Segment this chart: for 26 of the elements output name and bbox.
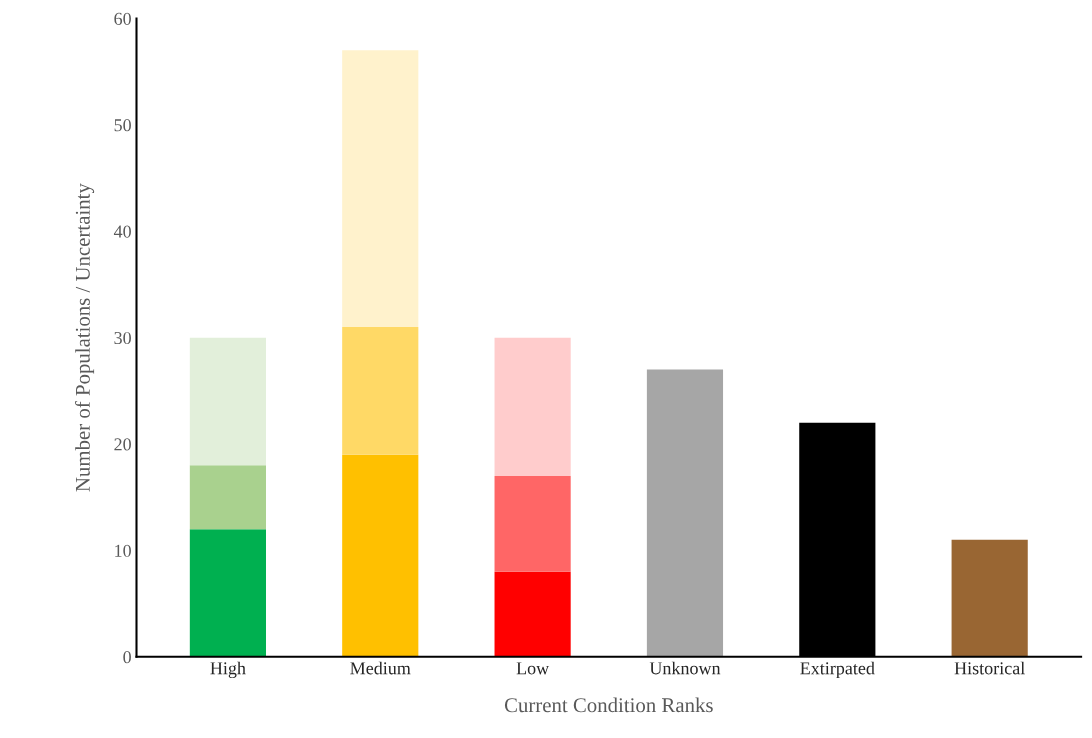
bar bbox=[342, 50, 419, 327]
bar bbox=[342, 454, 419, 657]
y-tick-label: 30 bbox=[114, 331, 131, 345]
x-tick-label: Medium bbox=[350, 661, 411, 675]
bar bbox=[951, 539, 1028, 657]
y-tick-label: 60 bbox=[114, 12, 131, 25]
bar bbox=[646, 369, 724, 657]
y-tick-label: 20 bbox=[114, 438, 131, 451]
bar bbox=[494, 571, 571, 657]
bar bbox=[189, 337, 266, 466]
y-tick-label: 10 bbox=[115, 544, 131, 557]
bar bbox=[494, 337, 571, 476]
bar bbox=[189, 529, 266, 657]
bar bbox=[494, 475, 571, 572]
y-tick-label: 50 bbox=[114, 119, 131, 132]
x-tick-label: High bbox=[210, 661, 246, 679]
y-tick-label: 0 bbox=[123, 651, 131, 664]
y-tick-label: 40 bbox=[113, 225, 131, 238]
x-tick-label: Unknown bbox=[649, 661, 721, 675]
x-tick-label: Extirpated bbox=[800, 661, 875, 679]
bar bbox=[342, 327, 419, 455]
x-tick-label: Historical bbox=[954, 661, 1025, 675]
bar bbox=[189, 465, 266, 530]
x-axis-title: Current Condition Ranks bbox=[504, 697, 713, 713]
x-tick-label: Low bbox=[516, 662, 550, 675]
y-axis-title: Number of Populations / Uncertainty bbox=[74, 183, 95, 492]
